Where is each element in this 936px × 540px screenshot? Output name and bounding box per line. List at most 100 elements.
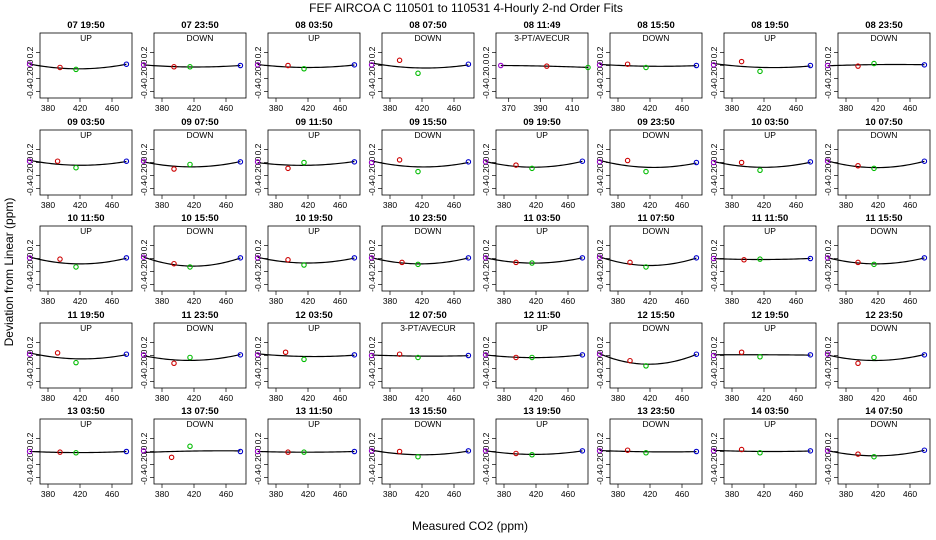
data-point — [57, 449, 63, 455]
data-point — [187, 264, 193, 270]
panel: 10 03:50 UP -0.4-0.20.00.2 380 420 460 — [709, 117, 817, 210]
panel-title: 11 11:50 — [752, 213, 788, 224]
y-tick-label: -0.4 — [367, 470, 377, 485]
data-point — [254, 255, 261, 261]
x-tick-label: 420 — [187, 393, 201, 403]
x-tick-label: 420 — [301, 489, 315, 499]
data-point — [855, 259, 861, 266]
x-tick-label: 420 — [529, 200, 543, 210]
x-tick-label: 380 — [383, 200, 397, 210]
panel-label: 3-PT/AVECUR — [400, 323, 456, 333]
data-point — [596, 62, 603, 68]
x-tick-label: 380 — [41, 296, 55, 306]
data-point — [415, 354, 421, 361]
x-tick-label: 380 — [497, 200, 511, 210]
panel-title: 08 19:50 — [751, 20, 789, 31]
y-tick-label: 0.2 — [481, 336, 491, 348]
y-tick-label: -0.2 — [367, 71, 377, 86]
y-tick-label: 0.2 — [595, 239, 605, 251]
x-tick-label: 420 — [301, 200, 315, 210]
y-tick-label: 0.0 — [25, 59, 35, 71]
x-tick-label: 460 — [903, 489, 917, 499]
data-point — [824, 448, 831, 454]
y-tick-label: 0.2 — [253, 432, 263, 444]
x-tick-label: 460 — [333, 393, 347, 403]
y-tick-label: 0.0 — [139, 445, 149, 457]
data-point — [596, 448, 603, 454]
panel-label: UP — [80, 226, 92, 236]
panel-title: 11 07:50 — [638, 213, 675, 224]
y-tick-label: -0.4 — [481, 374, 491, 389]
fit-curve — [143, 160, 241, 168]
panel-label: UP — [80, 33, 92, 43]
y-tick-label: -0.4 — [823, 277, 833, 292]
panel: 11 07:50 DOWN -0.4-0.20.00.2 380 420 460 — [595, 213, 703, 306]
panel-title: 08 15:50 — [637, 20, 675, 31]
x-tick-label: 460 — [219, 103, 233, 113]
panel-label: DOWN — [871, 226, 898, 236]
data-point — [871, 165, 877, 172]
y-tick-label: 0.0 — [595, 445, 605, 457]
panel-label: DOWN — [871, 33, 898, 43]
y-tick-label: -0.4 — [709, 277, 719, 292]
x-tick-label: 380 — [155, 489, 169, 499]
y-tick-label: -0.4 — [595, 181, 605, 196]
x-tick-label: 420 — [529, 393, 543, 403]
x-tick-label: 380 — [41, 393, 55, 403]
y-tick-label: -0.4 — [253, 374, 263, 389]
panel-title: 13 23:50 — [637, 406, 675, 417]
x-tick-label: 380 — [725, 296, 739, 306]
x-axis-title: Measured CO2 (ppm) — [412, 519, 528, 533]
data-point — [171, 166, 177, 172]
y-tick-label: 0.2 — [25, 336, 35, 348]
data-point — [596, 351, 603, 357]
panel-label: DOWN — [187, 226, 214, 236]
x-tick-label: 460 — [789, 489, 803, 499]
data-point — [824, 62, 831, 69]
y-tick-label: 0.2 — [709, 239, 719, 251]
x-tick-label: 460 — [333, 296, 347, 306]
data-point — [693, 448, 700, 455]
panel-title: 07 19:50 — [67, 20, 105, 31]
panel-title: 13 07:50 — [181, 406, 219, 417]
x-tick-label: 380 — [383, 489, 397, 499]
panel-label: UP — [308, 419, 320, 429]
data-point — [921, 447, 928, 453]
y-tick-label: -0.2 — [367, 457, 377, 472]
x-tick-label: 420 — [73, 200, 87, 210]
chart-title: FEF AIRCOA C 110501 to 110531 4-Hourly 2… — [309, 1, 623, 15]
data-point — [187, 64, 193, 70]
data-point — [643, 363, 649, 369]
y-tick-label: 0.2 — [823, 239, 833, 251]
y-tick-label: 0.0 — [367, 59, 377, 71]
data-point — [285, 165, 291, 172]
y-tick-label: -0.2 — [25, 168, 35, 183]
y-tick-label: 0.0 — [823, 156, 833, 168]
panel-label: UP — [764, 130, 776, 140]
y-tick-label: -0.4 — [823, 84, 833, 99]
data-point — [624, 157, 631, 164]
panel: 10 11:50 UP -0.4-0.20.00.2 380 420 460 — [25, 213, 133, 306]
data-point — [415, 168, 421, 175]
y-tick-label: -0.4 — [139, 181, 149, 196]
y-tick-label: -0.2 — [253, 168, 263, 183]
data-point — [921, 255, 928, 261]
panel-title: 11 03:50 — [524, 213, 561, 224]
y-tick-label: -0.4 — [253, 470, 263, 485]
y-tick-label: -0.2 — [595, 361, 605, 376]
x-tick-label: 380 — [269, 393, 283, 403]
x-tick-label: 460 — [789, 296, 803, 306]
x-tick-label: 420 — [73, 489, 87, 499]
x-tick-label: 460 — [903, 296, 917, 306]
y-tick-label: -0.2 — [25, 264, 35, 279]
x-tick-label: 460 — [447, 296, 461, 306]
data-point — [237, 448, 244, 455]
data-point — [415, 70, 421, 77]
data-point — [757, 167, 763, 174]
panel-title: 14 07:50 — [865, 406, 903, 417]
data-point — [921, 352, 928, 358]
panel-title: 10 03:50 — [751, 117, 789, 128]
data-point — [579, 158, 586, 164]
